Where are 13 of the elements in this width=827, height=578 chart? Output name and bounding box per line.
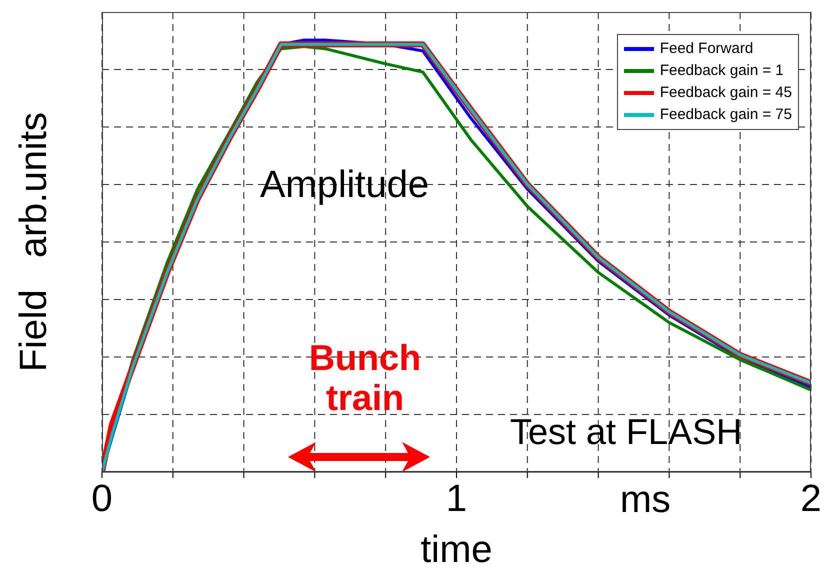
x-tick-label: 2 (800, 478, 822, 520)
text: ms (620, 479, 671, 522)
y-axis-title: Field arb.units (12, 111, 56, 374)
annotation: Test at FLASH (510, 411, 742, 452)
x-tick-label: 1 (446, 478, 468, 520)
legend-label: Feedback gain = 75 (660, 105, 792, 125)
x-axis-title: time (420, 528, 494, 572)
x-tick-label: 0 (91, 478, 113, 520)
legend-label: Feed Forward (660, 39, 754, 59)
legend-label: Feedback gain = 1 (660, 61, 784, 81)
annotation: Amplitude (260, 164, 429, 207)
annotation: Bunch train (308, 337, 422, 418)
legend-label: Feedback gain = 45 (660, 83, 792, 103)
